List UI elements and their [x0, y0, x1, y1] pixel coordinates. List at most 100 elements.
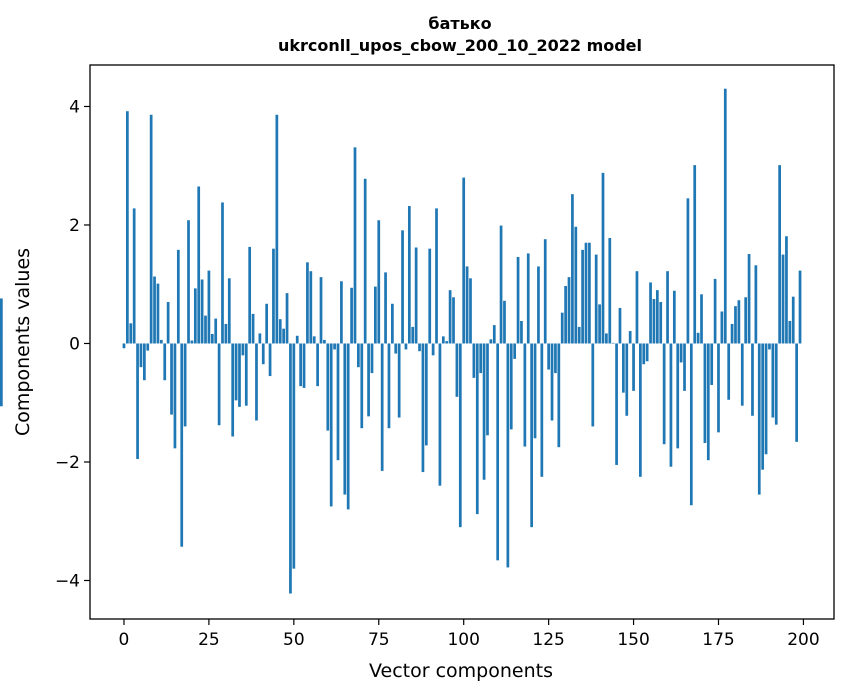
bar-114: [509, 343, 513, 430]
bar-73: [370, 343, 374, 374]
bar-168: [693, 165, 697, 344]
bar-103: [472, 343, 476, 378]
bar-18: [183, 343, 187, 427]
bar-158: [659, 302, 663, 344]
bar-150: [632, 343, 635, 391]
bar-111: [499, 225, 503, 344]
bar-129: [560, 312, 564, 344]
x-tick-label: 25: [198, 630, 220, 650]
bar-164: [679, 343, 683, 363]
bar-26: [210, 334, 214, 344]
bar-151: [635, 271, 639, 344]
bar-1: [126, 111, 129, 344]
bar-21: [193, 288, 197, 344]
bar-63: [336, 343, 340, 461]
bar-11: [159, 339, 163, 344]
bar-51: [295, 335, 299, 344]
bar-140: [598, 304, 601, 344]
bar-37: [248, 246, 252, 344]
bar-101: [465, 266, 469, 344]
bar-25: [207, 270, 211, 344]
bar-42: [265, 303, 269, 344]
bar-100: [462, 177, 466, 344]
bar-128: [557, 343, 561, 448]
bar-95: [445, 341, 449, 344]
bar-77: [384, 272, 387, 344]
bar-34: [238, 343, 241, 407]
bar-12: [163, 343, 167, 381]
bar-41: [261, 343, 265, 365]
bar-96: [448, 290, 452, 344]
bar-120: [530, 343, 533, 528]
bar-115: [513, 343, 517, 359]
bar-166: [686, 198, 690, 344]
bar-124: [543, 239, 547, 344]
y-tick-label: 4: [69, 97, 80, 117]
bar-82: [401, 230, 404, 344]
bar-173: [710, 343, 714, 385]
bar-147: [622, 343, 625, 393]
bar-43: [268, 343, 272, 377]
bar-149: [628, 331, 632, 344]
bar-64: [340, 281, 343, 344]
bar-102: [469, 278, 472, 344]
bar-66: [346, 343, 350, 510]
bar-97: [452, 297, 455, 344]
bar-108: [489, 339, 493, 344]
bar-161: [669, 343, 673, 467]
plot-frame: [89, 64, 835, 620]
bar-132: [571, 194, 574, 344]
bar-191: [771, 343, 775, 418]
bar-188: [761, 343, 765, 470]
bar-180: [734, 306, 737, 344]
bar-8: [149, 114, 153, 344]
bar-6: [143, 343, 146, 381]
bar-92: [435, 208, 438, 344]
bar-13: [166, 302, 170, 344]
bar-91: [431, 343, 435, 356]
bar-131: [567, 277, 571, 344]
bar-80: [394, 343, 398, 354]
bar-68: [353, 147, 357, 344]
bar-72: [367, 343, 370, 417]
bar-19: [187, 220, 190, 344]
bar-17: [180, 343, 184, 547]
bar-153: [642, 343, 646, 365]
bar-94: [441, 336, 445, 344]
bar-9: [153, 276, 156, 344]
bar-39: [255, 343, 258, 421]
bar-16: [176, 249, 180, 344]
bar-184: [747, 254, 751, 344]
bar-137: [588, 242, 591, 344]
x-tick-label: 150: [617, 630, 649, 650]
bar-139: [594, 254, 598, 344]
bar-93: [438, 343, 442, 486]
bar-69: [357, 343, 360, 368]
bar-146: [618, 307, 622, 344]
bar-183: [744, 297, 748, 344]
bar-133: [574, 226, 578, 344]
chart-subtitle: ukrconll_upos_cbow_200_10_2022 model: [278, 36, 642, 55]
bar-45: [275, 114, 279, 344]
bar-107: [486, 343, 489, 436]
bar-58: [319, 277, 323, 344]
bar-194: [781, 254, 785, 344]
bar-74: [374, 286, 377, 344]
bar-44: [272, 248, 275, 344]
y-tick-label: 2: [69, 216, 80, 236]
bar-143: [608, 238, 612, 344]
y-tick-label: −2: [55, 453, 80, 473]
bar-142: [605, 333, 608, 344]
x-axis-ticks: 0 25 50 75 100 125 150 175 200: [119, 619, 820, 650]
bar-22: [197, 186, 201, 344]
bar-126: [550, 343, 554, 421]
bar-86: [414, 247, 418, 344]
bar-71: [363, 178, 367, 344]
bar-187: [757, 343, 761, 495]
bar-197: [791, 296, 795, 344]
bar-89: [424, 343, 428, 446]
bar-24: [204, 315, 207, 344]
bar-189: [764, 343, 768, 455]
bar-28: [217, 343, 221, 426]
